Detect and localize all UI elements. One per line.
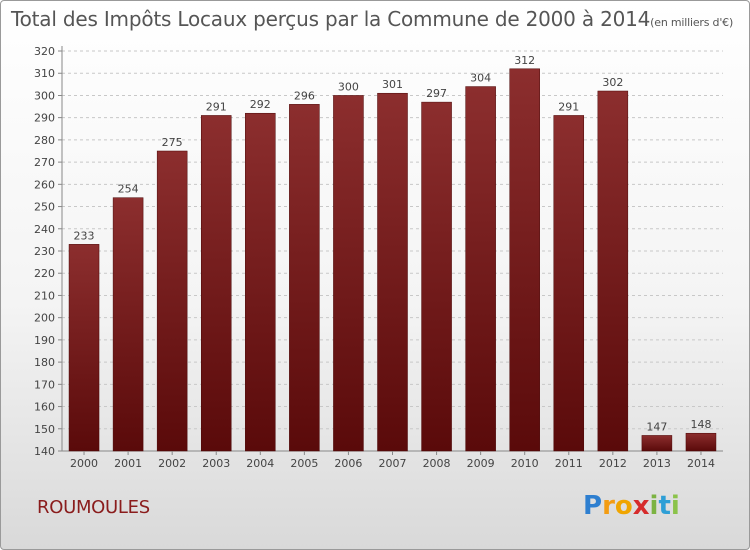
data-label: 296	[294, 89, 315, 102]
bar	[641, 435, 673, 452]
bar	[289, 104, 320, 452]
x-tick-label: 2008	[423, 457, 451, 470]
logo-letter: t	[658, 491, 671, 521]
y-tick-label: 180	[34, 356, 55, 369]
x-tick-label: 2002	[158, 457, 186, 470]
data-label: 254	[118, 183, 139, 196]
logo-letter: x	[632, 491, 650, 521]
y-tick-label: 160	[34, 401, 55, 414]
proxiti-logo: Proxiti	[583, 491, 680, 521]
bar	[245, 112, 276, 452]
data-label: 292	[250, 98, 271, 111]
x-tick-label: 2010	[511, 457, 539, 470]
y-tick-label: 150	[34, 423, 55, 436]
y-tick-label: 300	[34, 89, 55, 102]
x-tick-label: 2003	[202, 457, 230, 470]
x-tick-label: 2009	[467, 457, 495, 470]
y-tick-label: 280	[34, 134, 55, 147]
y-tick-label: 250	[34, 201, 55, 214]
bar	[553, 115, 585, 452]
y-tick-label: 210	[34, 289, 55, 302]
y-tick-label: 290	[34, 112, 55, 125]
y-tick-label: 240	[34, 223, 55, 236]
chart-subtitle: (en milliers d'€)	[650, 16, 734, 29]
y-tick-label: 320	[34, 45, 55, 58]
logo-letter: P	[583, 491, 603, 521]
y-tick-label: 190	[34, 334, 55, 347]
x-tick-label: 2011	[555, 457, 583, 470]
logo-letter: r	[602, 491, 615, 521]
data-label: 147	[646, 420, 667, 433]
bar	[68, 244, 100, 452]
x-tick-label: 2004	[246, 457, 274, 470]
logo-letter: i	[670, 491, 680, 521]
x-tick-label: 2012	[599, 457, 627, 470]
bar	[685, 432, 717, 452]
x-tick-label: 2000	[70, 457, 98, 470]
y-tick-label: 220	[34, 267, 55, 280]
data-label: 297	[426, 87, 447, 100]
data-label: 300	[338, 80, 359, 93]
data-label: 291	[206, 100, 227, 113]
bar	[509, 68, 540, 452]
y-tick-label: 270	[34, 156, 55, 169]
x-tick-label: 2005	[290, 457, 318, 470]
bar	[597, 90, 629, 452]
data-label: 291	[558, 100, 579, 113]
bar	[112, 197, 144, 452]
bar	[377, 92, 408, 452]
bar	[465, 86, 496, 452]
y-tick-label: 140	[34, 445, 55, 458]
commune-name: ROUMOULES	[37, 497, 150, 518]
data-label: 304	[470, 72, 491, 85]
bar	[156, 150, 188, 452]
y-tick-label: 200	[34, 312, 55, 325]
y-tick-label: 230	[34, 245, 55, 258]
data-label: 302	[602, 76, 623, 89]
x-tick-label: 2001	[114, 457, 142, 470]
bar	[333, 95, 364, 452]
x-tick-label: 2006	[334, 457, 362, 470]
data-label: 148	[690, 418, 711, 431]
data-label: 312	[514, 54, 535, 67]
bar	[421, 101, 452, 452]
y-tick-label: 170	[34, 378, 55, 391]
x-tick-label: 2013	[643, 457, 671, 470]
y-tick-label: 260	[34, 178, 55, 191]
data-label: 275	[162, 136, 183, 149]
bar	[200, 115, 232, 452]
chart-title: Total des Impôts Locaux perçus par la Co…	[11, 7, 733, 31]
data-label: 301	[382, 78, 403, 91]
y-tick-label: 310	[34, 67, 55, 80]
data-label: 233	[74, 229, 95, 242]
x-tick-label: 2014	[687, 457, 715, 470]
logo-letter: o	[614, 491, 633, 521]
chart-title-text: Total des Impôts Locaux perçus par la Co…	[11, 7, 651, 31]
x-tick-label: 2007	[379, 457, 407, 470]
logo-letter: i	[649, 491, 659, 521]
